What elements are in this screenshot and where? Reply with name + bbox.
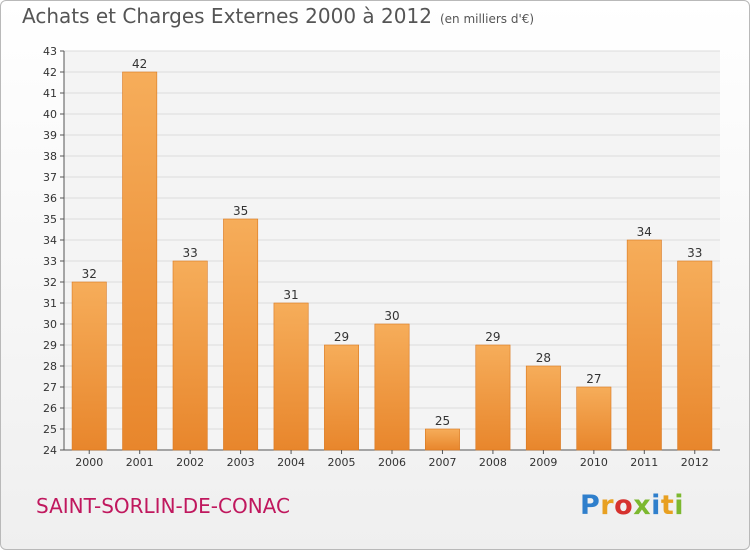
x-tick-label: 2000 [75,456,103,469]
x-tick-label: 2012 [681,456,709,469]
x-tick-label: 2007 [428,456,456,469]
data-label: 29 [334,330,349,344]
data-label: 34 [637,225,652,239]
y-tick-label: 40 [43,108,57,121]
data-label: 33 [183,246,198,260]
bar [525,365,561,451]
y-tick-label: 24 [43,444,57,457]
bar [425,428,460,451]
bar [273,302,309,451]
y-tick-label: 43 [43,45,57,58]
x-tick-label: 2003 [227,456,255,469]
y-tick-label: 33 [43,255,57,268]
x-tick-label: 2011 [630,456,658,469]
y-tick-label: 34 [43,234,57,247]
bar [626,239,662,451]
x-tick-label: 2009 [529,456,557,469]
bar [324,344,359,451]
data-label: 25 [435,414,450,428]
logo-letter: i [674,490,685,521]
y-tick-label: 36 [43,192,57,205]
bar [122,71,158,451]
logo-letter: x [633,490,652,521]
logo-letter: r [600,490,615,521]
data-label: 33 [687,246,702,260]
bar [223,218,259,451]
data-label: 28 [536,351,551,365]
x-tick-label: 2005 [328,456,356,469]
x-tick-label: 2004 [277,456,305,469]
y-tick-label: 39 [43,129,57,142]
y-tick-label: 25 [43,423,57,436]
y-tick-label: 27 [43,381,57,394]
bar [374,323,410,451]
data-label: 42 [132,57,147,71]
chart-title: Achats et Charges Externes 2000 à 2012 (e… [22,4,534,28]
y-tick-label: 42 [43,66,57,79]
chart-title-text: Achats et Charges Externes 2000 à 2012 [22,4,432,28]
y-tick-label: 38 [43,150,57,163]
bar [677,260,713,451]
y-tick-label: 31 [43,297,57,310]
bar [475,344,511,451]
data-label: 29 [485,330,500,344]
y-tick-label: 28 [43,360,57,373]
logo-letter: o [614,490,634,521]
y-tick-label: 32 [43,276,57,289]
x-tick-label: 2010 [580,456,608,469]
data-label: 30 [384,309,399,323]
logo-letter: P [580,490,601,521]
bar [576,386,612,451]
x-tick-label: 2002 [176,456,204,469]
logo-letter: t [660,490,675,521]
data-label: 31 [283,288,298,302]
y-tick-label: 35 [43,213,57,226]
x-tick-label: 2006 [378,456,406,469]
proxiti-logo: Proxiti [580,490,684,521]
y-tick-label: 41 [43,87,57,100]
bar [71,281,107,451]
chart-unit: (en milliers d'€) [439,12,535,26]
y-tick-label: 30 [43,318,57,331]
commune-name: SAINT-SORLIN-DE-CONAC [36,494,290,518]
data-label: 32 [82,267,97,281]
data-label: 27 [586,372,601,386]
y-tick-label: 37 [43,171,57,184]
data-label: 35 [233,204,248,218]
x-tick-label: 2001 [126,456,154,469]
y-tick-label: 29 [43,339,57,352]
bar [172,260,208,451]
y-tick-label: 26 [43,402,57,415]
x-tick-label: 2008 [479,456,507,469]
logo-letter: i [651,490,661,521]
